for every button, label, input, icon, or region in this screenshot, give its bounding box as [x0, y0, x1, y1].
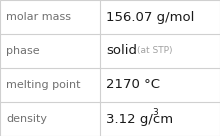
- Text: molar mass: molar mass: [6, 12, 71, 22]
- Text: solid: solid: [106, 44, 137, 58]
- Text: 2170 °C: 2170 °C: [106, 78, 160, 92]
- Text: 3: 3: [152, 108, 158, 117]
- Text: (at STP): (at STP): [137, 47, 172, 55]
- Text: phase: phase: [6, 46, 40, 56]
- Text: 3.12 g/cm: 3.12 g/cm: [106, 112, 173, 126]
- Text: density: density: [6, 114, 47, 124]
- Text: melting point: melting point: [6, 80, 81, 90]
- Text: 156.07 g/mol: 156.07 g/mol: [106, 10, 194, 24]
